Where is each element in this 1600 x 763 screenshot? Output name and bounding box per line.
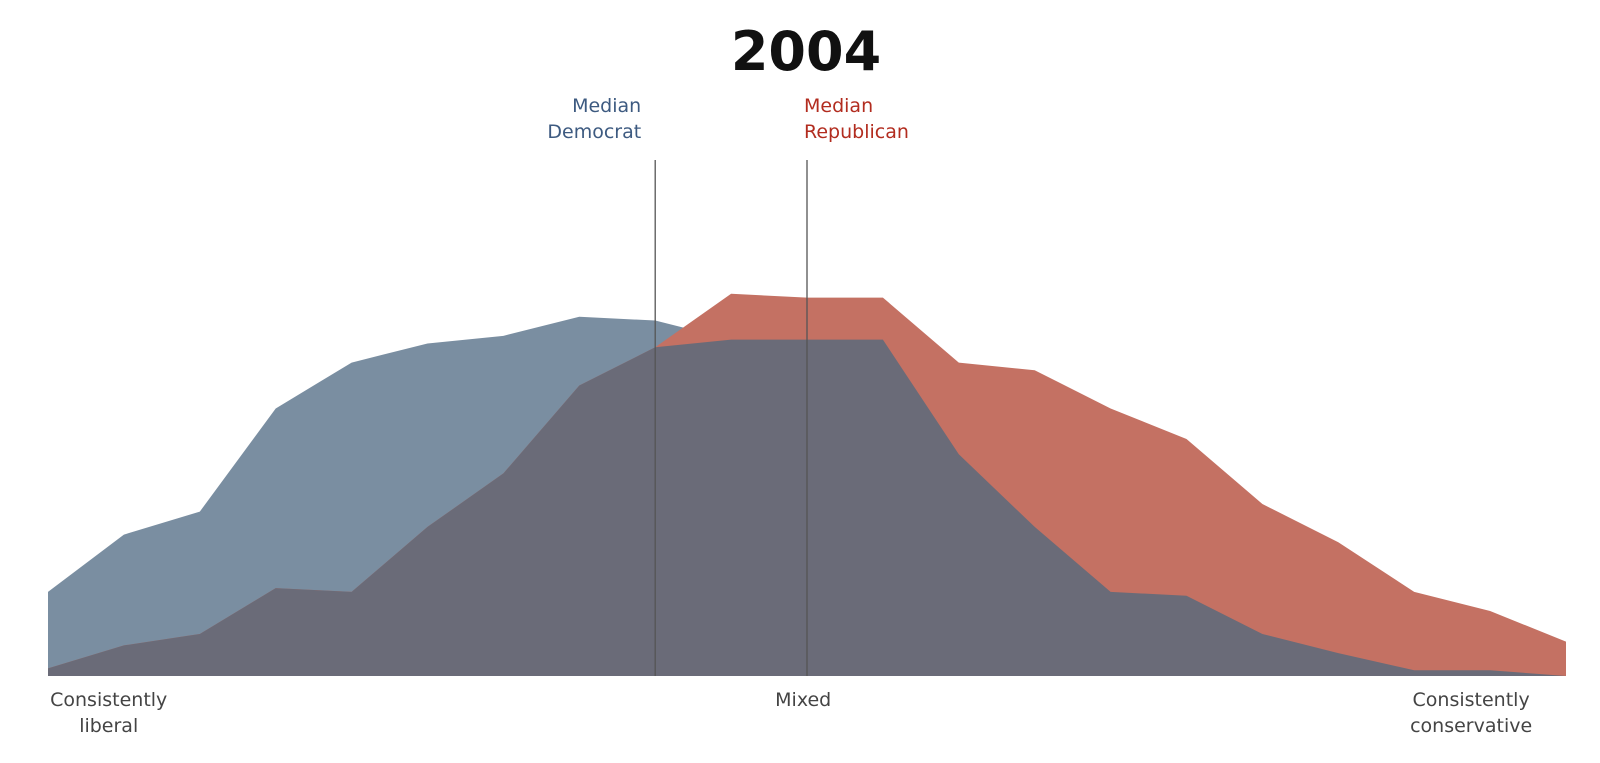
median-label-republican-line-1: Median <box>804 95 873 117</box>
median-label-republican-line-2: Republican <box>804 121 909 143</box>
x-tick-label-1-line-1: Consistently <box>50 689 167 711</box>
x-tick-label-2-line-1: Mixed <box>775 689 831 711</box>
x-tick-label-1-line-2: liberal <box>79 715 138 737</box>
median-label-democrat-line-2: Democrat <box>547 121 641 143</box>
x-tick-label-layer: Consistently liberal Mixed Consistently cons… <box>50 689 1532 737</box>
x-tick-label-3-line-1: Consistently <box>1413 689 1530 711</box>
median-layer: Median Democrat Median Republican <box>547 95 909 676</box>
chart-title: 2004 <box>731 20 881 83</box>
median-label-democrat-line-1: Median <box>572 95 641 117</box>
x-tick-label-3-line-2: conservative <box>1410 715 1532 737</box>
